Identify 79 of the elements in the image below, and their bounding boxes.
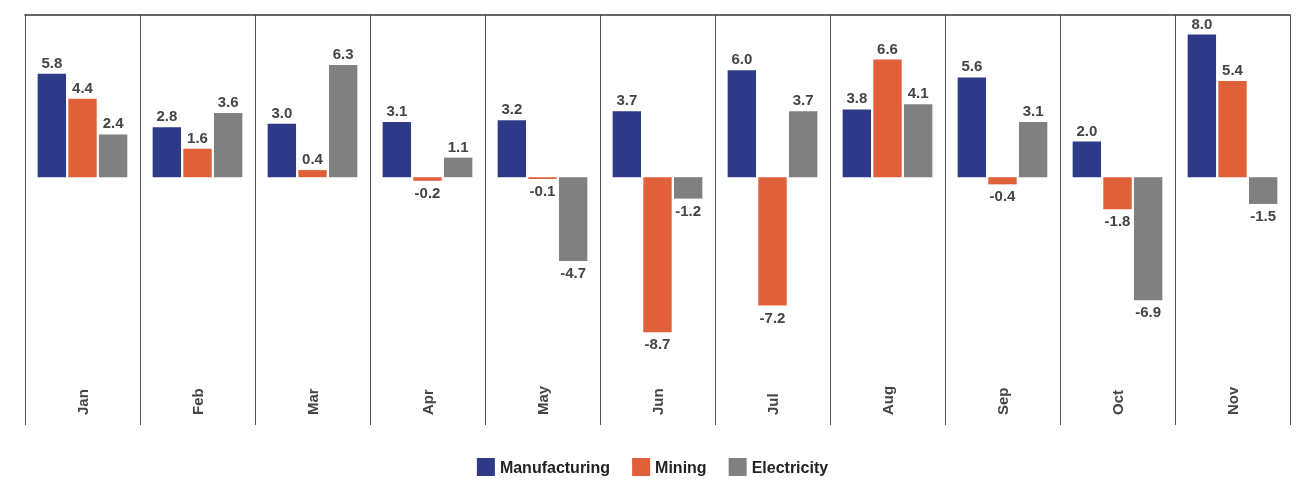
data-label: 3.1 — [1022, 101, 1044, 119]
x-tick-label: Jul — [764, 393, 781, 415]
data-label: -1.8 — [1104, 212, 1131, 230]
data-label: 3.8 — [846, 89, 868, 107]
bar — [443, 157, 473, 178]
x-tick-label: May — [534, 385, 551, 415]
data-label: 6.6 — [877, 39, 898, 57]
legend-label: Manufacturing — [499, 458, 611, 476]
data-label: 3.0 — [271, 103, 293, 121]
x-tick-label: Feb — [189, 388, 206, 415]
bar — [183, 148, 212, 178]
bar — [298, 170, 327, 178]
data-label: 4.1 — [907, 84, 929, 102]
data-label: -0.1 — [529, 182, 556, 199]
data-label: 4.4 — [72, 78, 94, 96]
x-tick-label: Aug — [879, 385, 896, 415]
x-tick-label: Jun — [649, 388, 666, 415]
data-label: 5.6 — [961, 57, 983, 75]
bar — [382, 121, 412, 178]
data-label: 0.4 — [302, 150, 324, 168]
data-label: 5.4 — [1222, 60, 1244, 78]
bar — [758, 177, 787, 306]
data-label: 8.0 — [1191, 14, 1213, 32]
data-label: 1.1 — [447, 137, 469, 155]
data-label: 2.0 — [1076, 121, 1098, 139]
bar — [328, 64, 358, 178]
bar — [1018, 121, 1048, 178]
bar — [37, 73, 67, 178]
bar — [1072, 141, 1102, 178]
bar — [1187, 34, 1217, 178]
bar — [1218, 80, 1247, 178]
data-label: -8.7 — [644, 335, 671, 353]
data-label: 6.3 — [332, 44, 354, 62]
data-label: 3.7 — [792, 91, 814, 109]
data-label: 2.8 — [156, 107, 178, 125]
x-tick-label: Oct — [1109, 389, 1126, 415]
bar — [1103, 177, 1132, 210]
data-label: -4.7 — [560, 264, 587, 281]
bar — [727, 70, 757, 178]
x-tick-label: Nov — [1224, 386, 1241, 415]
bar — [673, 177, 703, 199]
data-label: -0.4 — [989, 187, 1017, 205]
data-label: 3.6 — [217, 93, 239, 111]
data-label: 6.0 — [731, 50, 753, 68]
bar — [1248, 177, 1278, 204]
bar — [612, 111, 642, 178]
bar — [903, 104, 933, 178]
bar — [497, 120, 527, 178]
x-tick-label: Mar — [304, 388, 321, 415]
data-label: 3.1 — [386, 101, 408, 119]
data-label: 5.8 — [41, 53, 63, 71]
x-tick-label: Sep — [994, 387, 1011, 415]
bar — [842, 109, 872, 178]
bar — [413, 177, 442, 181]
bar — [267, 123, 297, 178]
x-tick-label: Jan — [74, 389, 91, 415]
x-tick-label: Apr — [419, 389, 436, 415]
legend-label: Mining — [655, 458, 707, 476]
data-label: 1.6 — [187, 128, 208, 146]
data-label: 3.7 — [616, 91, 638, 109]
legend-label: Electricity — [751, 458, 829, 476]
bar — [957, 77, 987, 178]
bar — [213, 113, 243, 178]
bar — [558, 177, 588, 261]
bar — [643, 177, 672, 333]
bar — [68, 98, 97, 178]
data-label: -1.5 — [1250, 206, 1277, 224]
data-label: -6.9 — [1135, 303, 1162, 321]
data-label: 3.2 — [501, 100, 523, 118]
data-label: -1.2 — [675, 201, 702, 219]
bar — [98, 134, 128, 178]
bar — [988, 177, 1017, 185]
bar — [873, 59, 902, 178]
data-label: 2.4 — [102, 114, 125, 132]
bar — [788, 111, 818, 178]
bar — [152, 127, 182, 178]
bar — [1133, 177, 1163, 301]
data-label: -7.2 — [759, 308, 786, 326]
data-label: -0.2 — [414, 183, 441, 201]
